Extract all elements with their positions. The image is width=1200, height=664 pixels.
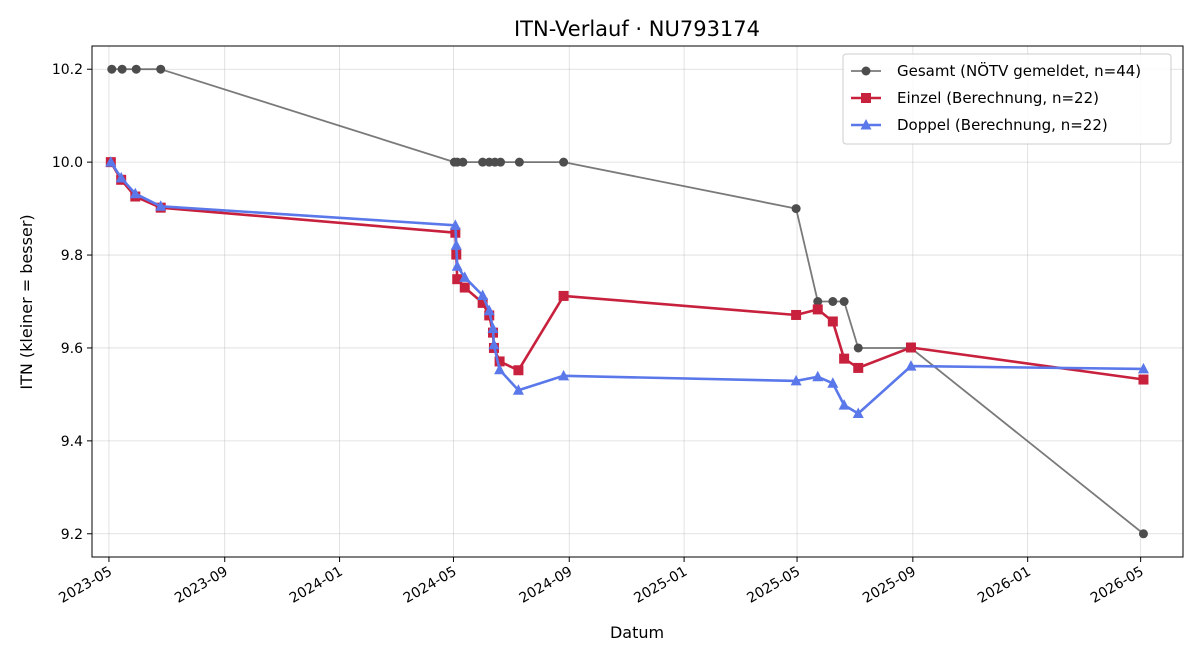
data-point bbox=[1138, 374, 1149, 385]
y-axis-ticks: 9.2 9.4 9.6 9.8 10.0 10.2 bbox=[52, 62, 92, 543]
x-axis-label: Datum bbox=[610, 623, 664, 642]
y-axis-label: ITN (kleiner = besser) bbox=[17, 214, 36, 389]
legend-marker bbox=[860, 119, 872, 130]
data-point bbox=[107, 64, 117, 74]
data-point bbox=[117, 64, 127, 74]
data-point bbox=[450, 239, 462, 250]
data-point bbox=[483, 304, 495, 316]
series-line bbox=[109, 161, 1144, 415]
data-point bbox=[452, 274, 463, 285]
series-layer bbox=[105, 64, 1149, 539]
data-point bbox=[813, 297, 823, 306]
data-point bbox=[496, 157, 506, 167]
data-point bbox=[1138, 529, 1148, 539]
data-point bbox=[812, 304, 823, 315]
data-point bbox=[853, 362, 864, 373]
data-point bbox=[451, 260, 463, 271]
legend-marker bbox=[861, 93, 871, 103]
data-point bbox=[478, 157, 488, 167]
data-point bbox=[558, 369, 570, 381]
data-point bbox=[458, 157, 468, 167]
data-point bbox=[790, 374, 802, 386]
legend: Gesamt (NÖTV gemeldet, n=44) Einzel (Bere… bbox=[842, 53, 1172, 145]
data-point bbox=[558, 290, 569, 301]
data-point bbox=[559, 157, 569, 167]
data-point bbox=[477, 297, 488, 308]
y-tick-label: 10.2 bbox=[52, 62, 83, 78]
data-point bbox=[791, 309, 802, 320]
y-tick-label: 9.6 bbox=[61, 341, 83, 357]
legend-marker bbox=[861, 66, 871, 76]
data-point bbox=[839, 353, 850, 364]
data-point bbox=[839, 297, 849, 306]
data-point bbox=[512, 384, 524, 395]
data-point bbox=[1137, 362, 1149, 374]
y-tick-label: 9.8 bbox=[61, 248, 83, 264]
y-tick-label: 9.4 bbox=[61, 434, 83, 450]
data-point bbox=[827, 316, 838, 327]
data-point bbox=[791, 204, 801, 214]
data-point bbox=[131, 64, 141, 74]
legend-label: Gesamt (NÖTV gemeldet, n=44) bbox=[897, 61, 1141, 80]
data-point bbox=[513, 365, 524, 376]
data-point bbox=[487, 322, 499, 333]
data-point bbox=[477, 289, 489, 300]
data-point bbox=[449, 219, 461, 230]
data-point bbox=[827, 377, 839, 388]
data-point bbox=[459, 282, 470, 293]
data-point bbox=[494, 363, 506, 375]
data-point bbox=[905, 360, 917, 371]
data-point bbox=[514, 157, 524, 167]
data-point bbox=[494, 356, 505, 367]
y-tick-label: 10.0 bbox=[52, 155, 83, 171]
legend-box bbox=[842, 53, 1172, 145]
legend-label: Einzel (Berechnung, n=22) bbox=[897, 89, 1099, 107]
data-point bbox=[115, 171, 127, 183]
y-tick-label: 9.2 bbox=[61, 527, 83, 543]
plot-frame bbox=[91, 45, 1184, 558]
data-point bbox=[838, 399, 850, 410]
legend-label: Doppel (Berechnung, n=22) bbox=[897, 116, 1108, 134]
data-point bbox=[129, 187, 141, 199]
data-point bbox=[853, 343, 863, 353]
data-point bbox=[828, 297, 838, 306]
data-point bbox=[155, 200, 167, 211]
data-point bbox=[105, 156, 117, 167]
data-point bbox=[156, 64, 166, 74]
data-point bbox=[459, 271, 471, 282]
chart-title: ITN-Verlauf · NU793174 bbox=[514, 17, 760, 41]
data-point bbox=[852, 407, 864, 418]
data-point bbox=[905, 342, 916, 353]
data-point bbox=[488, 338, 500, 350]
series-2 bbox=[105, 156, 1149, 418]
data-point bbox=[812, 370, 824, 382]
